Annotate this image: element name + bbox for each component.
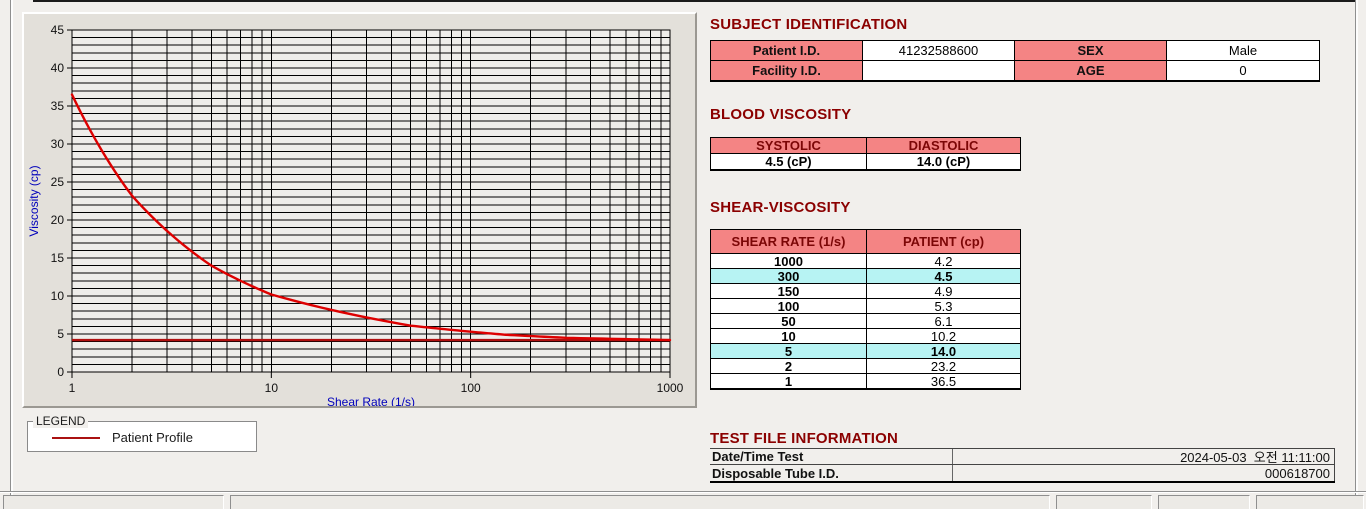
shear-rate-header: SHEAR RATE (1/s) (711, 230, 866, 253)
patient-id-value: 41232588600 (863, 41, 1014, 60)
svg-text:5: 5 (57, 327, 64, 341)
test-file-information-title: TEST FILE INFORMATION (710, 430, 899, 447)
left-edge-highlight (11, 0, 13, 508)
status-bar-divider (0, 491, 1366, 492)
disposable-tube-id-label: Disposable Tube I.D. (710, 465, 953, 481)
patient-cp-cell: 14.0 (867, 344, 1020, 359)
age-label: AGE (1015, 61, 1166, 80)
sex-label: SEX (1015, 41, 1166, 60)
patient-id-label: Patient I.D. (711, 41, 862, 60)
status-bar-panel (3, 495, 224, 509)
patient-cp-cell: 23.2 (867, 359, 1020, 374)
left-edge-line (10, 0, 11, 508)
sex-value: Male (1167, 41, 1319, 60)
shear-rate-cell: 10 (711, 329, 866, 344)
systolic-header: SYSTOLIC (711, 138, 866, 153)
svg-text:Shear Rate (1/s): Shear Rate (1/s) (327, 395, 415, 406)
diastolic-header: DIASTOLIC (867, 138, 1020, 153)
shear-rate-cell: 300 (711, 269, 866, 284)
patient-cp-cell: 4.9 (867, 284, 1020, 299)
patient-cp-cell: 4.2 (867, 254, 1020, 269)
viscosity-chart-panel: 0 5 10 15 20 25 30 35 40 45 1 10 100 1000 Shear Rate (… (22, 12, 697, 409)
legend-title: LEGEND (33, 414, 89, 428)
status-bar-panel (230, 495, 1050, 509)
patient-cp-cell: 4.5 (867, 269, 1020, 284)
disposable-tube-id-value: 000618700 (953, 465, 1335, 481)
patient-cp-cell: 6.1 (867, 314, 1020, 329)
svg-text:10: 10 (51, 289, 65, 303)
shear-rate-cell: 150 (711, 284, 866, 299)
shear-viscosity-table: SHEAR RATE (1/s) PATIENT (cp) 1000 4.2 3… (710, 229, 1021, 390)
facility-id-value (863, 61, 1014, 80)
diastolic-value: 14.0 (cP) (867, 154, 1020, 169)
svg-text:15: 15 (51, 251, 65, 265)
date-time-test-label: Date/Time Test (710, 449, 953, 464)
subject-identification-table: Patient I.D. 41232588600 SEX Male Facili… (710, 40, 1320, 82)
svg-text:45: 45 (51, 23, 65, 37)
right-edge-line (1355, 0, 1356, 508)
facility-id-label: Facility I.D. (711, 61, 862, 80)
svg-text:20: 20 (51, 213, 65, 227)
shear-rate-cell: 5 (711, 344, 866, 359)
top-border-line (33, 0, 1356, 2)
status-bar-panel (1256, 495, 1364, 509)
status-bar-panel (1158, 495, 1250, 509)
shear-rate-cell: 50 (711, 314, 866, 329)
patient-cp-cell: 5.3 (867, 299, 1020, 314)
svg-text:1000: 1000 (657, 381, 684, 395)
svg-text:100: 100 (461, 381, 481, 395)
svg-text:35: 35 (51, 99, 65, 113)
svg-text:Viscosity (cp): Viscosity (cp) (27, 165, 41, 236)
right-edge-highlight (1356, 0, 1358, 508)
svg-text:40: 40 (51, 61, 65, 75)
status-bar-panel (1056, 495, 1152, 509)
svg-text:1: 1 (69, 381, 76, 395)
viscosity-chart: 0 5 10 15 20 25 30 35 40 45 1 10 100 1000 Shear Rate (… (27, 23, 684, 409)
svg-text:30: 30 (51, 137, 65, 151)
shear-rate-cell: 1 (711, 374, 866, 389)
blood-viscosity-table: SYSTOLIC DIASTOLIC 4.5 (cP) 14.0 (cP) (710, 137, 1021, 171)
patient-cp-header: PATIENT (cp) (867, 230, 1020, 253)
table-row: Date/Time Test 2024-05-03 오전 11:11:00 (710, 449, 1335, 465)
svg-text:25: 25 (51, 175, 65, 189)
svg-text:0: 0 (57, 365, 64, 379)
date-time-test-value: 2024-05-03 오전 11:11:00 (953, 449, 1335, 465)
test-file-information-table: Date/Time Test 2024-05-03 오전 11:11:00… (710, 448, 1335, 483)
patient-profile-line-swatch (52, 437, 100, 439)
legend-entry-label: Patient Profile (112, 430, 193, 445)
patient-cp-cell: 10.2 (867, 329, 1020, 344)
table-row: Disposable Tube I.D. 000618700 (710, 465, 1335, 481)
age-value: 0 (1167, 61, 1319, 80)
shear-rate-cell: 1000 (711, 254, 866, 269)
shear-rate-cell: 2 (711, 359, 866, 374)
shear-viscosity-title: SHEAR-VISCOSITY (710, 199, 851, 216)
blood-viscosity-title: BLOOD VISCOSITY (710, 106, 852, 123)
svg-text:10: 10 (265, 381, 279, 395)
systolic-value: 4.5 (cP) (711, 154, 866, 169)
status-bar-divider-highlight (0, 492, 1366, 493)
patient-cp-cell: 36.5 (867, 374, 1020, 389)
shear-rate-cell: 100 (711, 299, 866, 314)
subject-identification-title: SUBJECT IDENTIFICATION (710, 16, 908, 33)
